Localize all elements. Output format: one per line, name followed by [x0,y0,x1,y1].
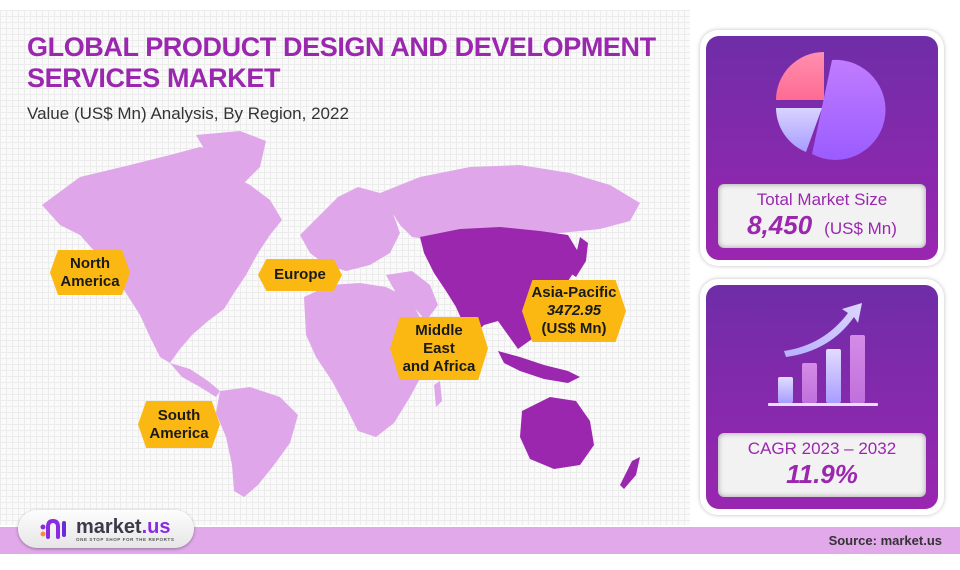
market-size-unit: (US$ Mn) [824,219,897,238]
region-label: North [70,254,110,272]
central-america-shape [170,363,220,397]
madagascar-shape [434,381,442,407]
market-size-box: Total Market Size 8,450 (US$ Mn) [718,184,926,248]
cagr-box: CAGR 2023 – 2032 11.9% [718,433,926,497]
new-zealand-shape [620,457,640,489]
pie-chart-icon [776,52,886,160]
region-label: America [149,424,209,442]
map-base-regions [42,131,640,497]
region-label: Middle [415,321,463,339]
market-us-logo-icon [40,518,66,539]
logo-suffix: .us [141,515,171,538]
japan-shape [570,237,588,277]
region-tag-south-america[interactable]: South America [138,401,220,448]
greenland-shape [196,131,266,185]
cagr-card: CAGR 2023 – 2032 11.9% [700,279,944,515]
market-size-label: Total Market Size [756,190,888,209]
region-tag-europe[interactable]: Europe [258,259,342,291]
region-label: South [157,406,201,424]
region-tag-north-america[interactable]: North America [50,250,130,295]
region-label: East [423,339,455,357]
region-unit: (US$ Mn) [541,320,607,337]
region-tag-asia-pacific[interactable]: Asia-Pacific 3472.95 (US$ Mn) [522,280,626,342]
region-value: 3472.95 [546,302,602,319]
logo-name: market [76,515,142,538]
south-america-shape [216,387,298,497]
region-tag-middle-east-africa[interactable]: Middle East and Africa [390,317,488,380]
indonesia-shape [498,351,580,383]
australia-shape [520,397,594,469]
europe-shape [300,187,400,271]
market-size-value: 8,450 [747,210,813,240]
region-label: and Africa [402,357,476,375]
region-label: Europe [274,266,326,283]
middle-east-shape [386,271,438,321]
world-map [42,131,640,497]
cagr-value: 11.9% [786,459,858,489]
cagr-label: CAGR 2023 – 2032 [747,439,897,458]
north-america-shape [42,147,282,363]
page-title: GLOBAL PRODUCT DESIGN AND DEVELOPMENT SE… [27,32,656,93]
region-label: America [60,272,120,290]
brand-logo[interactable]: market.us ONE STOP SHOP FOR THE REPORTS [18,510,194,548]
page-subtitle: Value (US$ Mn) Analysis, By Region, 2022 [27,104,349,123]
logo-tagline: ONE STOP SHOP FOR THE REPORTS [76,536,175,542]
region-label: Asia-Pacific [531,284,617,301]
source-credit: Source: market.us [828,533,942,548]
market-size-card: Total Market Size 8,450 (US$ Mn) [700,30,944,266]
russia-shape [380,165,640,241]
growth-bar-chart-icon [768,303,878,406]
